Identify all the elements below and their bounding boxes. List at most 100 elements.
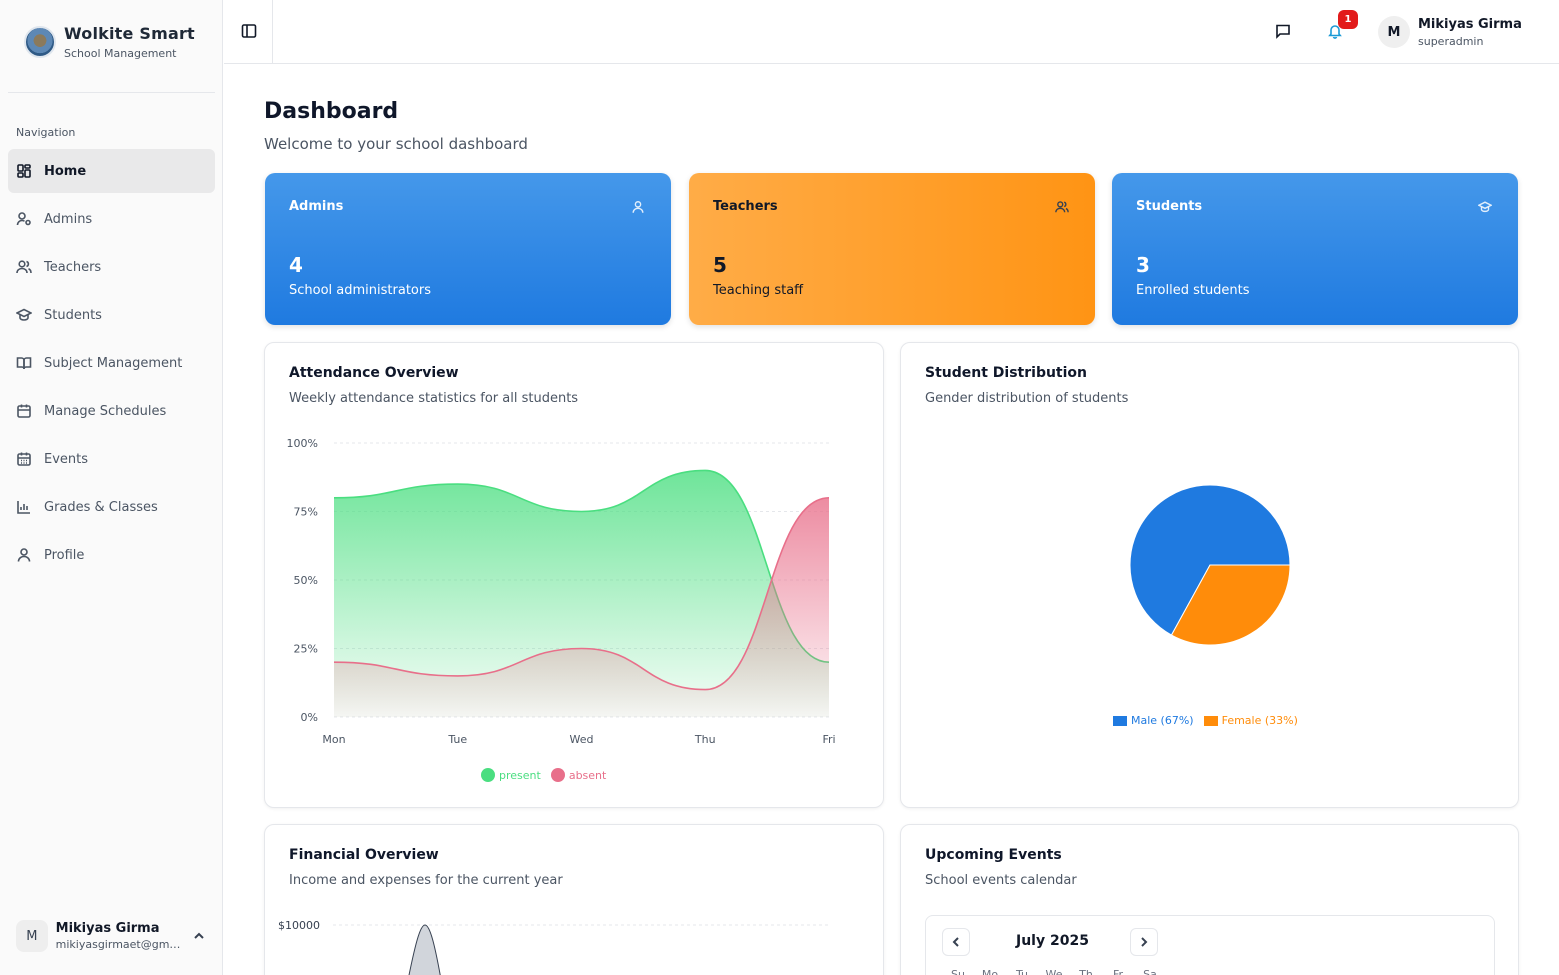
users-icon: [1055, 199, 1071, 215]
user-email: mikiyasgirmaet@gmail.com: [55, 938, 185, 951]
dashboard-icon: [16, 163, 32, 179]
panel-left-icon: [241, 24, 257, 38]
card-title: Student Distribution: [925, 365, 1088, 381]
weekday-label: Th: [1079, 968, 1093, 975]
sidebar-user-menu[interactable]: M Mikiyas Girma mikiyasgirmaet@gmail.com: [16, 920, 208, 952]
header-user-name: Mikiyas Girma: [1418, 16, 1522, 32]
sidebar-item-students[interactable]: Students: [8, 293, 215, 337]
sidebar-item-label: Admins: [44, 211, 93, 227]
stat-title: Admins: [289, 199, 344, 214]
distribution-pie-chart: [1129, 484, 1291, 646]
pie-slice-female[interactable]: [1170, 564, 1291, 646]
user-name: Mikiyas Girma: [55, 921, 160, 936]
calendar-weekdays: Su Mo Tu We Th Fr Sa: [942, 968, 1166, 975]
card-subtitle: Income and expenses for the current year: [289, 873, 563, 888]
stat-card-teachers[interactable]: Teachers 5 Teaching staff: [689, 173, 1095, 325]
card-title: Financial Overview: [289, 847, 439, 863]
sidebar-item-events[interactable]: Events: [8, 437, 215, 481]
prev-month-button[interactable]: [942, 928, 970, 956]
sidebar-item-home[interactable]: Home: [8, 149, 215, 193]
y-tick-label: 75%: [294, 506, 318, 519]
stat-value: 4: [289, 253, 303, 277]
area-absent[interactable]: [334, 497, 829, 717]
header-user-role: superadmin: [1418, 34, 1484, 48]
events-card: Upcoming Events School events calendar J…: [900, 824, 1519, 975]
sidebar-item-admins[interactable]: Admins: [8, 197, 215, 241]
bar-chart-icon: [16, 499, 32, 515]
sidebar-item-grades-classes[interactable]: Grades & Classes: [8, 485, 215, 529]
sidebar-item-label: Students: [44, 307, 102, 323]
area-present[interactable]: [334, 470, 829, 717]
legend-label: Male (67%): [1131, 714, 1194, 727]
expense-area: [408, 924, 441, 975]
line-present: [333, 469, 830, 663]
stat-title: Teachers: [713, 199, 778, 214]
stat-description: School administrators: [289, 283, 431, 298]
stat-card-admins[interactable]: Admins 4 School administrators: [265, 173, 671, 325]
attendance-legend: present absent: [481, 768, 616, 782]
sidebar-item-teachers[interactable]: Teachers: [8, 245, 215, 289]
y-tick-label: 50%: [294, 574, 318, 587]
y-tick-label: $10000: [278, 919, 320, 932]
y-tick-label: 100%: [287, 437, 318, 450]
weekday-label: We: [1045, 968, 1063, 975]
y-tick-label: 0%: [301, 711, 318, 724]
sidebar-item-manage-schedules[interactable]: Manage Schedules: [8, 389, 215, 433]
legend-swatch: [550, 768, 565, 782]
weekday-label: Sa: [1143, 968, 1157, 975]
header-divider: [272, 0, 273, 64]
y-tick-label: 25%: [294, 643, 318, 656]
line-absent: [333, 497, 830, 691]
x-tick-label: Wed: [570, 733, 594, 746]
stat-value: 3: [1136, 253, 1150, 277]
next-month-button[interactable]: [1130, 928, 1158, 956]
brand[interactable]: Wolkite Smart School Management: [24, 24, 195, 60]
legend-present[interactable]: present: [481, 768, 541, 782]
card-title: Upcoming Events: [925, 847, 1062, 863]
graduation-cap-icon: [1477, 199, 1494, 215]
card-subtitle: Gender distribution of students: [925, 391, 1129, 406]
stat-card-students[interactable]: Students 3 Enrolled students: [1112, 173, 1518, 325]
legend-label: present: [499, 768, 541, 782]
stat-title: Students: [1136, 199, 1203, 214]
weekday-label: Tu: [1015, 968, 1029, 975]
card-subtitle: Weekly attendance statistics for all stu…: [289, 391, 579, 406]
sidebar-item-subject-management[interactable]: Subject Management: [8, 341, 215, 385]
distribution-legend: Male (67%) Female (33%): [1113, 714, 1308, 727]
pie-slice-male[interactable]: [1129, 484, 1291, 636]
messages-button[interactable]: [1275, 23, 1293, 41]
legend-male[interactable]: Male (67%): [1113, 714, 1194, 727]
chevron-left-icon: [952, 937, 959, 947]
brand-title: Wolkite Smart: [64, 24, 195, 43]
notifications-button[interactable]: [1327, 23, 1345, 41]
book-open-icon: [16, 355, 32, 371]
legend-absent[interactable]: absent: [550, 768, 607, 782]
chevron-up-icon: [192, 928, 208, 944]
user-cog-icon: [16, 211, 32, 227]
events-calendar: July 2025 Su Mo Tu We Th Fr Sa: [925, 915, 1495, 975]
calendar-icon: [16, 403, 32, 419]
sidebar-item-label: Profile: [44, 547, 85, 563]
sidebar-item-profile[interactable]: Profile: [8, 533, 215, 577]
page-title: Dashboard: [264, 99, 399, 124]
brand-subtitle: School Management: [64, 47, 177, 60]
top-header: 1 M Mikiyas Girma superadmin: [224, 0, 1559, 64]
card-title: Attendance Overview: [289, 365, 459, 381]
chevron-right-icon: [1141, 937, 1148, 947]
x-tick-label: Thu: [694, 733, 716, 746]
header-user-menu[interactable]: M Mikiyas Girma superadmin: [1378, 16, 1522, 48]
avatar: M: [1378, 16, 1410, 48]
sidebar-item-label: Grades & Classes: [44, 499, 158, 515]
legend-label: absent: [568, 768, 607, 782]
graduation-cap-icon: [16, 307, 32, 323]
legend-swatch: [481, 768, 495, 782]
page-subtitle: Welcome to your school dashboard: [264, 135, 528, 153]
sidebar-toggle-button[interactable]: [241, 23, 259, 41]
nav-section-label: Navigation: [16, 126, 76, 139]
legend-female[interactable]: Female (33%): [1203, 714, 1298, 727]
sidebar-item-label: Teachers: [44, 259, 102, 275]
sidebar-divider: [8, 92, 215, 93]
sidebar-item-label: Home: [44, 163, 87, 179]
financial-chart: $10000: [278, 919, 830, 975]
notification-badge: 1: [1338, 10, 1358, 29]
